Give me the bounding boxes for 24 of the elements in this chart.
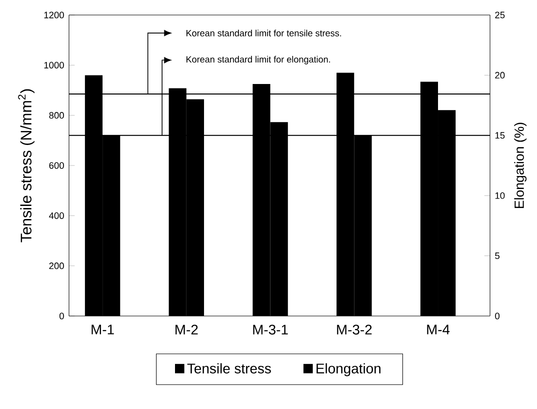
y2-tick-label: 25 [495,12,505,18]
y2-tick-label: 5 [495,252,500,260]
y2-tick-label: 10 [495,192,505,199]
y-tick-label: 1200 [44,12,64,18]
x-tick-label: M-4 [427,324,450,334]
y2-tick-label: 15 [495,132,505,139]
y-tick-label: 800 [49,112,64,119]
legend-label: Elongation [316,363,380,376]
x-tick-label: M-1 [92,324,114,334]
x-tick-label: M-3-1 [253,324,288,335]
y-tick-label: 200 [49,262,64,270]
legend-label: Tensile stress [187,363,271,374]
legend-label: Korean standard limit for elongation. [186,56,330,64]
y-tick-label: 0 [59,312,64,320]
y2-tick-label: 20 [495,72,505,78]
y2-axis-title: Elongation (%) [514,122,527,208]
y-tick-label: 400 [49,212,64,219]
x-tick-label: M-3-2 [337,324,372,335]
legend-label: Korean standard limit for tensile stress. [186,30,342,36]
y-axis-title: Tensile stress (N/mm$^{2}$) [18,89,35,242]
y-tick-label: 600 [49,162,64,169]
y2-tick-label: 0 [495,312,500,320]
y-tick-label: 1000 [44,62,64,68]
x-tick-label: M-2 [176,324,198,334]
